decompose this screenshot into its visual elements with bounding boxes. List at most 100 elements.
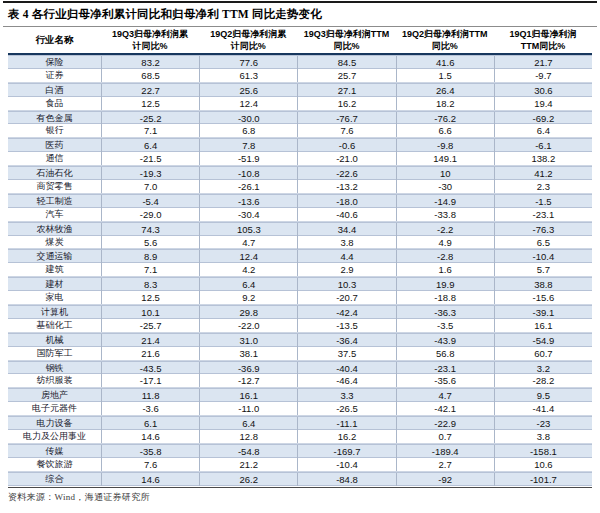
value-cell: 31.0 bbox=[199, 334, 297, 347]
value-cell: 37.5 bbox=[297, 347, 395, 360]
industry-name: 基础化工 bbox=[8, 319, 101, 332]
value-cell: 38.8 bbox=[494, 278, 592, 291]
table-row: 白酒22.725.627.126.430.6 bbox=[8, 83, 592, 97]
value-cell: -23.1 bbox=[396, 362, 494, 375]
table-row: 房地产11.816.13.34.79.5 bbox=[8, 388, 592, 402]
value-cell: 8.9 bbox=[101, 250, 199, 263]
value-cell: -3.5 bbox=[396, 319, 494, 332]
table-row: 轻工制造-5.4-13.6-18.0-14.9-1.5 bbox=[8, 194, 592, 208]
industry-name: 家电 bbox=[8, 291, 101, 304]
table-row: 综合14.626.2-84.8-92-101.7 bbox=[8, 472, 592, 486]
value-cell: -40.6 bbox=[297, 208, 395, 221]
value-cell: 4.7 bbox=[199, 236, 297, 249]
value-cell: -2.8 bbox=[396, 250, 494, 263]
value-cell: -20.7 bbox=[297, 291, 395, 304]
industry-name: 石油石化 bbox=[8, 167, 101, 180]
industry-name: 商贸零售 bbox=[8, 180, 101, 193]
value-cell: -21.0 bbox=[297, 152, 395, 165]
value-cell: 84.5 bbox=[297, 56, 395, 69]
industry-name: 有色金属 bbox=[8, 112, 101, 125]
value-cell: 2.7 bbox=[396, 458, 494, 471]
value-cell: 6.4 bbox=[199, 417, 297, 430]
value-cell: 26.4 bbox=[396, 84, 494, 97]
value-cell: 7.8 bbox=[199, 139, 297, 152]
value-cell: -158.1 bbox=[494, 445, 592, 458]
value-cell: -11.0 bbox=[199, 402, 297, 415]
table-row: 通信-21.5-51.9-21.0149.1138.2 bbox=[8, 152, 592, 166]
value-cell: 149.1 bbox=[396, 152, 494, 165]
value-cell: 5.6 bbox=[101, 236, 199, 249]
value-cell: 6.4 bbox=[494, 124, 592, 137]
table-row: 医药6.47.8-0.6-9.8-6.1 bbox=[8, 138, 592, 152]
table-row: 保险83.277.684.541.621.7 bbox=[8, 55, 592, 69]
value-cell: -19.3 bbox=[101, 167, 199, 180]
value-cell: -13.2 bbox=[297, 180, 395, 193]
table-row: 基础化工-25.7-22.0-13.5-3.516.1 bbox=[8, 319, 592, 333]
value-cell: -76.3 bbox=[494, 223, 592, 236]
industry-name: 轻工制造 bbox=[8, 195, 101, 208]
value-cell: 8.3 bbox=[101, 278, 199, 291]
value-cell: 60.7 bbox=[494, 347, 592, 360]
industry-name: 汽车 bbox=[8, 208, 101, 221]
value-cell: -13.6 bbox=[199, 195, 297, 208]
value-cell: -15.6 bbox=[494, 291, 592, 304]
value-cell: 74.3 bbox=[101, 223, 199, 236]
industry-name: 钢铁 bbox=[8, 362, 101, 375]
value-cell: 21.4 bbox=[101, 334, 199, 347]
value-cell: 18.2 bbox=[396, 97, 494, 110]
table-row: 机械21.431.0-36.4-43.9-54.9 bbox=[8, 333, 592, 347]
value-cell: -2.2 bbox=[396, 223, 494, 236]
value-cell: 83.2 bbox=[101, 56, 199, 69]
value-cell: 7.6 bbox=[297, 124, 395, 137]
value-cell: -11.1 bbox=[297, 417, 395, 430]
column-header-industry: 行业名称 bbox=[8, 35, 101, 47]
table-row: 汽车-29.0-30.4-40.6-33.8-23.1 bbox=[8, 208, 592, 222]
value-cell: -30.0 bbox=[199, 112, 297, 125]
value-cell: -76.2 bbox=[396, 112, 494, 125]
value-cell: 27.1 bbox=[297, 84, 395, 97]
report-table-page: 表 4 各行业归母净利累计同比和归母净利 TTM 同比走势变化 行业名称 19Q3… bbox=[0, 0, 600, 513]
value-cell: 6.4 bbox=[199, 278, 297, 291]
value-cell: -41.4 bbox=[494, 402, 592, 415]
industry-name: 医药 bbox=[8, 139, 101, 152]
value-cell: -26.5 bbox=[297, 402, 395, 415]
industry-name: 国防军工 bbox=[8, 347, 101, 360]
value-cell: -36.4 bbox=[297, 334, 395, 347]
value-cell: -14.9 bbox=[396, 195, 494, 208]
value-cell: 9.5 bbox=[494, 389, 592, 402]
value-cell: -189.4 bbox=[396, 445, 494, 458]
value-cell: 12.5 bbox=[101, 97, 199, 110]
value-cell: -22.9 bbox=[396, 417, 494, 430]
top-divider bbox=[3, 1, 597, 3]
industry-name: 餐饮旅游 bbox=[8, 458, 101, 471]
value-cell: 16.2 bbox=[297, 97, 395, 110]
table-row: 建筑7.14.22.91.65.7 bbox=[8, 263, 592, 277]
value-cell: 3.8 bbox=[494, 430, 592, 443]
value-cell: -30.4 bbox=[199, 208, 297, 221]
table-title: 表 4 各行业归母净利累计同比和归母净利 TTM 同比走势变化 bbox=[8, 7, 592, 22]
table-row: 证券68.561.325.71.5-9.7 bbox=[8, 69, 592, 83]
value-cell: 6.8 bbox=[199, 124, 297, 137]
column-header: 19Q3归母净利润TTM 同比% bbox=[297, 29, 395, 52]
value-cell: 1.6 bbox=[396, 263, 494, 276]
table-row: 石油石化-19.3-10.8-22.61041.2 bbox=[8, 166, 592, 180]
table-row: 有色金属-25.2-30.0-76.7-76.2-69.2 bbox=[8, 111, 592, 125]
value-cell: 38.1 bbox=[199, 347, 297, 360]
value-cell: -35.6 bbox=[396, 374, 494, 387]
value-cell: 2.9 bbox=[297, 263, 395, 276]
value-cell: 4.2 bbox=[199, 263, 297, 276]
value-cell: -21.5 bbox=[101, 152, 199, 165]
table-row: 餐饮旅游7.621.2-10.42.710.6 bbox=[8, 458, 592, 472]
value-cell: 10.1 bbox=[101, 306, 199, 319]
value-cell: 30.6 bbox=[494, 84, 592, 97]
value-cell: -43.9 bbox=[396, 334, 494, 347]
table-row: 建材8.36.410.319.938.8 bbox=[8, 277, 592, 291]
industry-name: 保险 bbox=[8, 56, 101, 69]
value-cell: -76.7 bbox=[297, 112, 395, 125]
value-cell: 21.6 bbox=[101, 347, 199, 360]
value-cell: 6.4 bbox=[101, 139, 199, 152]
industry-name: 综合 bbox=[8, 473, 101, 486]
value-cell: 10 bbox=[396, 167, 494, 180]
value-cell: 10.3 bbox=[297, 278, 395, 291]
value-cell: 6.1 bbox=[101, 417, 199, 430]
